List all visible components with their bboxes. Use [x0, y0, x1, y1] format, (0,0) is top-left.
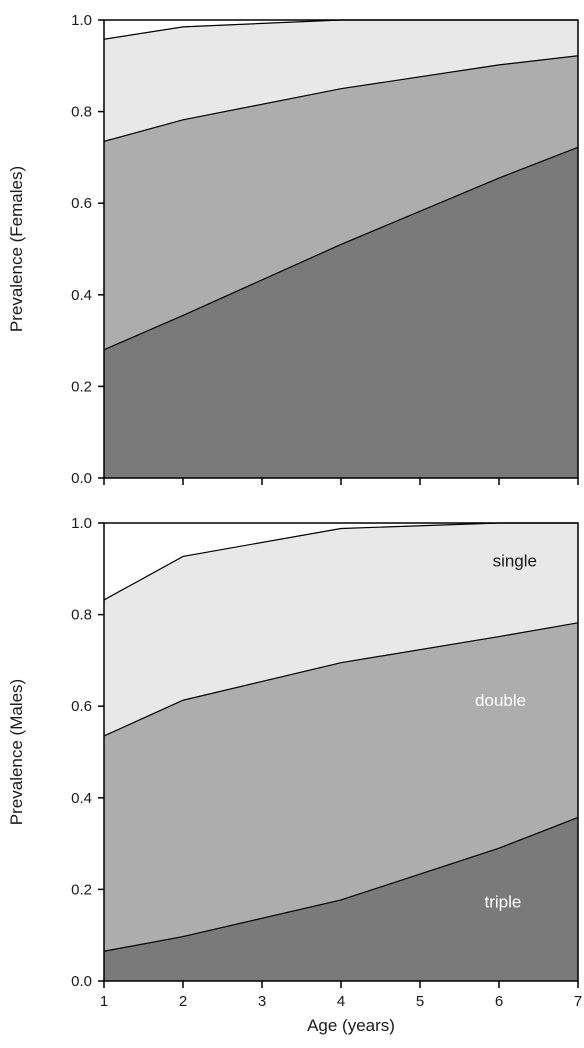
area-band-triple: [104, 817, 578, 981]
area-band-double: [104, 622, 578, 952]
area-band-single: [104, 523, 578, 736]
boundary-line-triple: [103, 146, 579, 351]
x-tick-label: 4: [337, 993, 345, 1010]
area-label-triple: triple: [485, 893, 522, 912]
x-tick-label: 2: [179, 993, 187, 1010]
area-label-single: single: [493, 552, 537, 571]
y-tick-label: 0.8: [71, 607, 92, 624]
y-axis-label: Prevalence (Females): [7, 166, 26, 332]
boundary-line-double: [103, 55, 579, 142]
y-tick-label: 0.6: [71, 698, 92, 715]
boundary-line-double: [103, 622, 579, 737]
chart-panel-1: 0.0 0.2 0.4 0.6 0.8 1.0 Prevalence (Females): [7, 12, 579, 487]
y-tick-label: 0.2: [71, 378, 92, 395]
y-tick-label: 1.0: [71, 515, 92, 532]
boundary-line-triple: [103, 816, 579, 952]
y-tick-label: 1.0: [71, 12, 92, 29]
y-tick-label: 0.2: [71, 881, 92, 898]
y-tick-label: 0.0: [71, 470, 92, 487]
y-axis-label: Prevalence (Males): [7, 679, 26, 825]
chart-panel-2: 0.0 0.2 0.4 0.6 0.8 1.0 1 2 3 4 5 6 7 Prevalence (Mal…: [7, 515, 582, 1035]
y-tick-label: 0.4: [71, 790, 92, 807]
y-tick-label: 0.0: [71, 973, 92, 990]
x-tick-label: 5: [416, 993, 424, 1010]
area-label-double: double: [475, 691, 526, 710]
y-tick-label: 0.6: [71, 195, 92, 212]
y-tick-label: 0.8: [71, 104, 92, 121]
area-band-single: [104, 20, 578, 142]
x-tick-label: 7: [574, 993, 582, 1010]
area-band-triple: [104, 147, 578, 478]
area-band-double: [104, 55, 578, 350]
x-axis-label: Age (years): [307, 1016, 395, 1035]
x-tick-label: 3: [258, 993, 266, 1010]
x-tick-label: 6: [495, 993, 503, 1010]
x-tick-label: 1: [100, 993, 108, 1010]
y-tick-label: 0.4: [71, 287, 92, 304]
